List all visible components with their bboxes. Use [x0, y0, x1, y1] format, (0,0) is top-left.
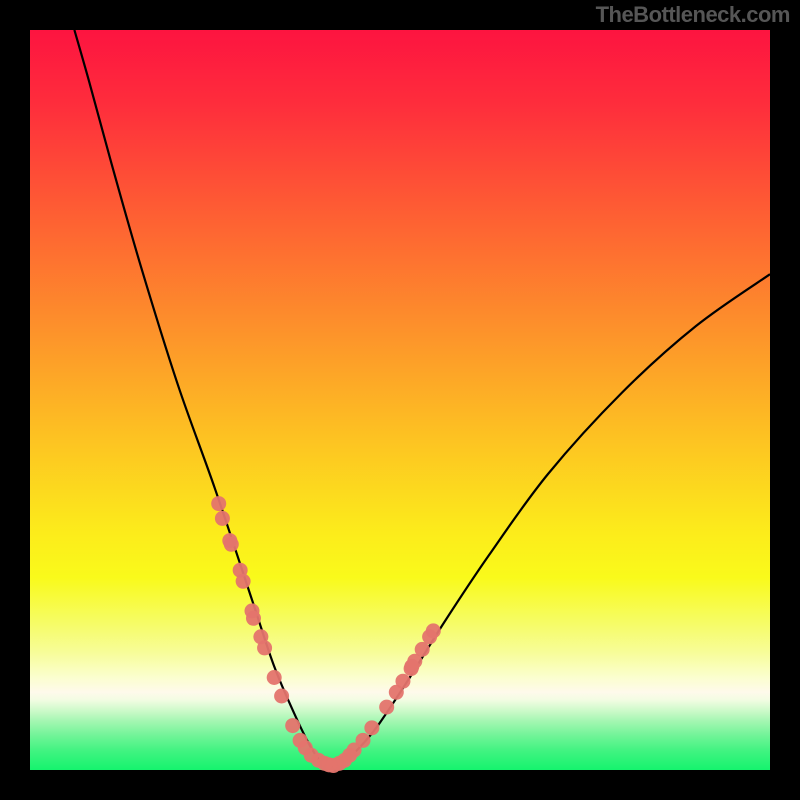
data-marker: [415, 642, 430, 657]
data-marker: [224, 537, 239, 552]
data-marker: [356, 733, 371, 748]
data-marker: [236, 574, 251, 589]
data-marker: [211, 496, 226, 511]
chart-frame: TheBottleneck.com: [0, 0, 800, 800]
data-marker: [274, 689, 289, 704]
data-marker: [364, 720, 379, 735]
data-marker: [267, 670, 282, 685]
data-marker: [246, 611, 261, 626]
data-marker: [215, 511, 230, 526]
data-marker: [395, 674, 410, 689]
watermark-text: TheBottleneck.com: [596, 2, 790, 28]
plot-area: [30, 30, 770, 770]
data-marker: [426, 623, 441, 638]
data-marker: [257, 640, 272, 655]
bottleneck-curve-chart: [0, 0, 800, 800]
data-marker: [379, 700, 394, 715]
data-marker: [285, 718, 300, 733]
